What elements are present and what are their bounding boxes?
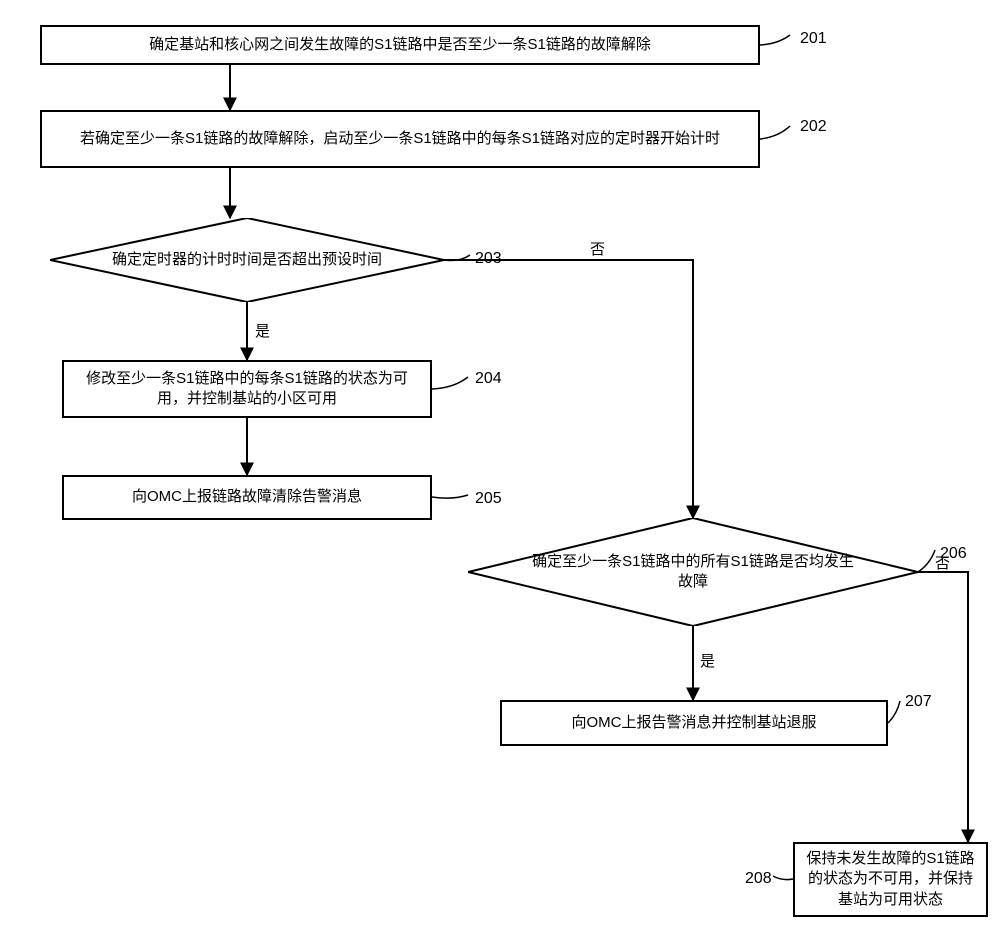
num-208: 208 [745,870,772,888]
step-204-text: 修改至少一条S1链路中的每条S1链路的状态为可用，并控制基站的小区可用 [72,369,422,410]
step-205: 向OMC上报链路故障清除告警消息 [62,475,432,520]
label-206-yes: 是 [700,650,715,671]
step-208: 保持未发生故障的S1链路的状态为不可用，并保持基站为可用状态 [793,842,988,917]
step-202: 若确定至少一条S1链路的故障解除，启动至少一条S1链路中的每条S1链路对应的定时… [40,110,760,168]
label-203-yes: 是 [255,320,270,341]
decision-206: 确定至少一条S1链路中的所有S1链路是否均发生故障 [468,518,918,626]
num-204: 204 [475,370,502,388]
step-201: 确定基站和核心网之间发生故障的S1链路中是否至少一条S1链路的故障解除 [40,25,760,65]
num-201: 201 [800,30,827,48]
num-202: 202 [800,118,827,136]
num-203: 203 [475,250,502,268]
step-204: 修改至少一条S1链路中的每条S1链路的状态为可用，并控制基站的小区可用 [62,360,432,418]
label-206-no: 否 [935,552,950,573]
step-207-text: 向OMC上报告警消息并控制基站退服 [572,713,817,733]
step-207: 向OMC上报告警消息并控制基站退服 [500,700,888,746]
step-208-text: 保持未发生故障的S1链路的状态为不可用，并保持基站为可用状态 [803,849,978,910]
step-201-text: 确定基站和核心网之间发生故障的S1链路中是否至少一条S1链路的故障解除 [149,35,651,55]
step-205-text: 向OMC上报链路故障清除告警消息 [132,487,362,507]
num-207: 207 [905,693,932,711]
flowchart-canvas: 确定基站和核心网之间发生故障的S1链路中是否至少一条S1链路的故障解除 若确定至… [0,0,1000,937]
decision-203: 确定定时器的计时时间是否超出预设时间 [50,218,444,302]
num-205: 205 [475,490,502,508]
label-203-no: 否 [590,238,605,259]
decision-203-text: 确定定时器的计时时间是否超出预设时间 [112,250,382,270]
step-202-text: 若确定至少一条S1链路的故障解除，启动至少一条S1链路中的每条S1链路对应的定时… [80,129,720,149]
decision-206-text: 确定至少一条S1链路中的所有S1链路是否均发生故障 [528,552,858,593]
